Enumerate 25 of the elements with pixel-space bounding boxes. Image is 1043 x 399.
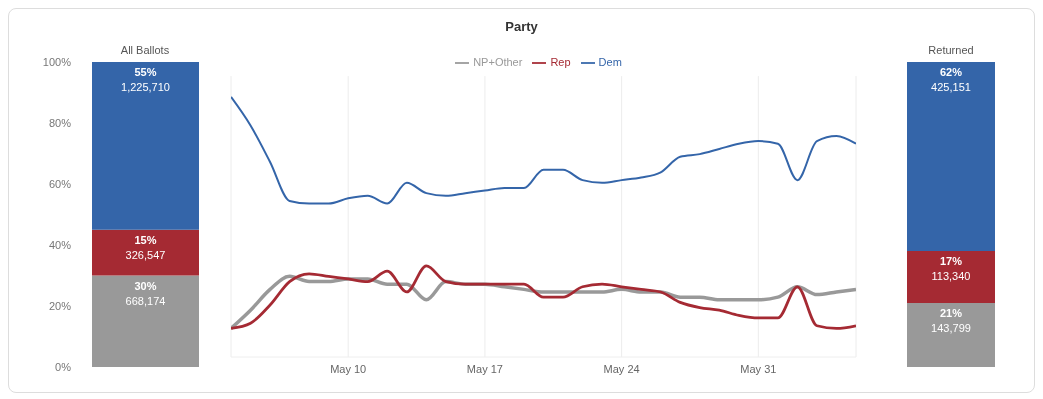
data-label: 21% 143,799: [931, 306, 971, 334]
legend-label: Rep: [550, 56, 571, 68]
data-label: 30% 668,174: [125, 279, 166, 307]
y-tick-label: 80%: [48, 116, 72, 129]
x-tick-label: May 24: [603, 362, 640, 375]
x-tick-label: May 17: [466, 362, 503, 375]
legend-label: NP+Other: [473, 56, 523, 68]
bar: [92, 275, 199, 367]
y-tick-label: 60%: [48, 177, 72, 190]
y-tick-label: 20%: [48, 299, 72, 312]
data-label: 17% 113,340: [931, 255, 971, 283]
y-tick-label: 0%: [55, 360, 72, 373]
x-tick-label: All Ballots: [120, 44, 170, 56]
data-label: 55% 1,225,710: [121, 66, 170, 93]
legend-label: Dem: [598, 56, 622, 68]
data-label: 15% 326,547: [125, 233, 166, 261]
y-tick-label: 40%: [48, 238, 72, 251]
bar: [92, 229, 199, 276]
x-tick-label: Returned: [928, 44, 974, 56]
x-tick-label: May 31: [740, 362, 777, 375]
y-tick-label: 100%: [42, 55, 72, 68]
bar: [92, 62, 199, 230]
data-label: 62% 425,151: [931, 66, 971, 93]
chart-title: Party: [504, 19, 539, 34]
x-tick-label: May 10: [330, 362, 367, 375]
